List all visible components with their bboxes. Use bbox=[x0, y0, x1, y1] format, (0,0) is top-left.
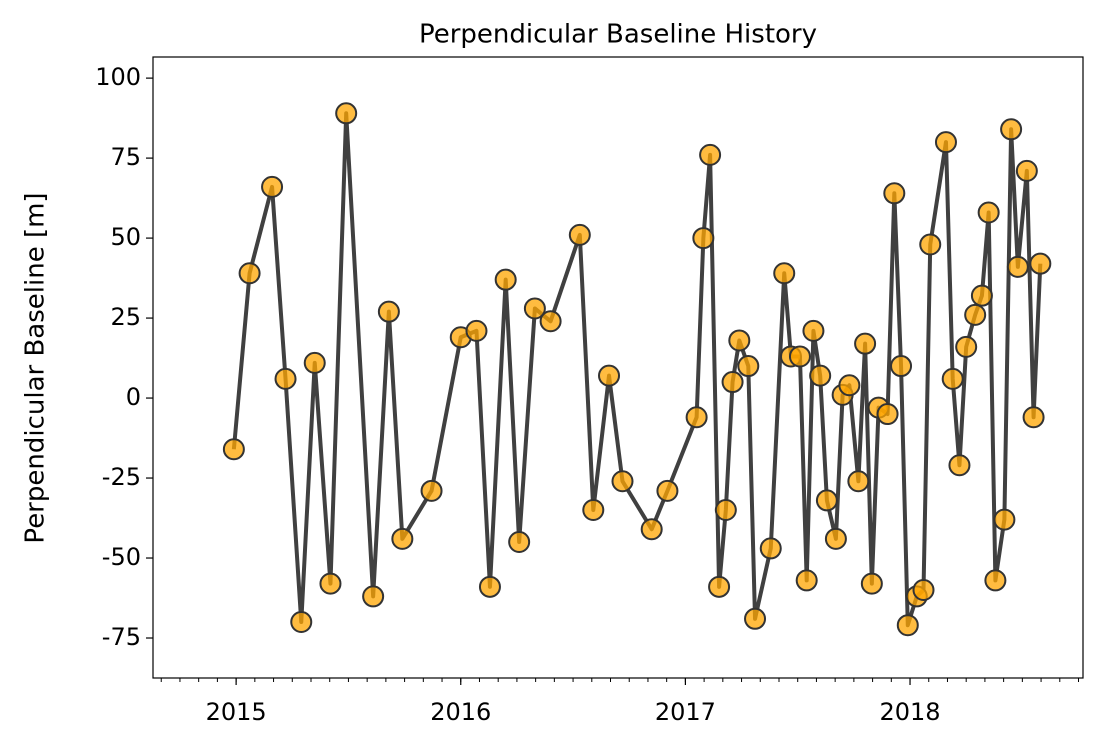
data-point bbox=[685, 406, 708, 429]
x-tick-label: 2015 bbox=[206, 698, 267, 726]
data-point bbox=[611, 470, 634, 493]
y-tick-label: 100 bbox=[95, 63, 141, 91]
data-point bbox=[721, 371, 744, 394]
y-tick-label: 75 bbox=[110, 143, 141, 171]
data-point bbox=[955, 335, 978, 358]
data-point bbox=[708, 575, 731, 598]
data-point bbox=[494, 268, 517, 291]
data-point bbox=[941, 367, 964, 390]
data-point bbox=[290, 611, 313, 634]
data-point bbox=[1022, 406, 1045, 429]
data-point bbox=[420, 479, 443, 502]
data-point bbox=[993, 508, 1016, 531]
data-point bbox=[802, 319, 825, 342]
data-point bbox=[744, 607, 767, 630]
y-tick-label: -25 bbox=[102, 463, 141, 491]
data-point bbox=[984, 569, 1007, 592]
data-point bbox=[1006, 255, 1029, 278]
data-point bbox=[795, 569, 818, 592]
y-tick-label: -50 bbox=[102, 543, 141, 571]
data-point bbox=[977, 201, 1000, 224]
data-point bbox=[890, 355, 913, 378]
data-point bbox=[714, 499, 737, 522]
data-point bbox=[934, 131, 957, 154]
data-point bbox=[737, 355, 760, 378]
data-point bbox=[692, 227, 715, 250]
data-point bbox=[1000, 118, 1023, 141]
y-tick-label: 0 bbox=[126, 383, 141, 411]
data-point bbox=[759, 537, 782, 560]
y-tick-label: -75 bbox=[102, 623, 141, 651]
data-point bbox=[838, 374, 861, 397]
data-point bbox=[854, 332, 877, 355]
data-point bbox=[876, 403, 899, 426]
data-point bbox=[465, 319, 488, 342]
data-point bbox=[847, 470, 870, 493]
plot-frame bbox=[152, 56, 1084, 679]
y-axis-label: Perpendicular Baseline [m] bbox=[21, 192, 51, 543]
data-point bbox=[478, 575, 501, 598]
data-point bbox=[640, 518, 663, 541]
x-tick-label: 2017 bbox=[655, 698, 716, 726]
data-point bbox=[919, 233, 942, 256]
data-point bbox=[809, 364, 832, 387]
data-point bbox=[860, 572, 883, 595]
data-point bbox=[970, 284, 993, 307]
data-point bbox=[815, 489, 838, 512]
data-point bbox=[773, 262, 796, 285]
data-point bbox=[319, 572, 342, 595]
data-point bbox=[362, 585, 385, 608]
data-point bbox=[883, 182, 906, 205]
data-point bbox=[728, 329, 751, 352]
data-point bbox=[523, 297, 546, 320]
chart-title: Perpendicular Baseline History bbox=[419, 20, 817, 50]
data-point bbox=[824, 527, 847, 550]
data-point bbox=[1029, 252, 1052, 275]
data-point bbox=[377, 300, 400, 323]
data-point bbox=[303, 351, 326, 374]
data-point bbox=[948, 454, 971, 477]
data-point bbox=[391, 527, 414, 550]
data-point bbox=[699, 143, 722, 166]
data-point bbox=[261, 175, 284, 198]
data-point bbox=[964, 303, 987, 326]
data-point bbox=[598, 364, 621, 387]
data-point bbox=[222, 438, 245, 461]
data-point bbox=[582, 499, 605, 522]
x-tick-label: 2018 bbox=[879, 698, 940, 726]
data-point bbox=[912, 579, 935, 602]
data-point bbox=[1015, 159, 1038, 182]
y-tick-label: 25 bbox=[110, 303, 141, 331]
data-point bbox=[238, 262, 261, 285]
data-point bbox=[656, 479, 679, 502]
x-tick-label: 2016 bbox=[430, 698, 491, 726]
data-point bbox=[335, 102, 358, 125]
data-point bbox=[568, 223, 591, 246]
series-line bbox=[231, 111, 1043, 628]
data-point bbox=[896, 614, 919, 637]
y-tick-label: 50 bbox=[110, 223, 141, 251]
data-point bbox=[274, 367, 297, 390]
data-point bbox=[539, 310, 562, 333]
data-point bbox=[508, 531, 531, 554]
data-point bbox=[788, 345, 811, 368]
